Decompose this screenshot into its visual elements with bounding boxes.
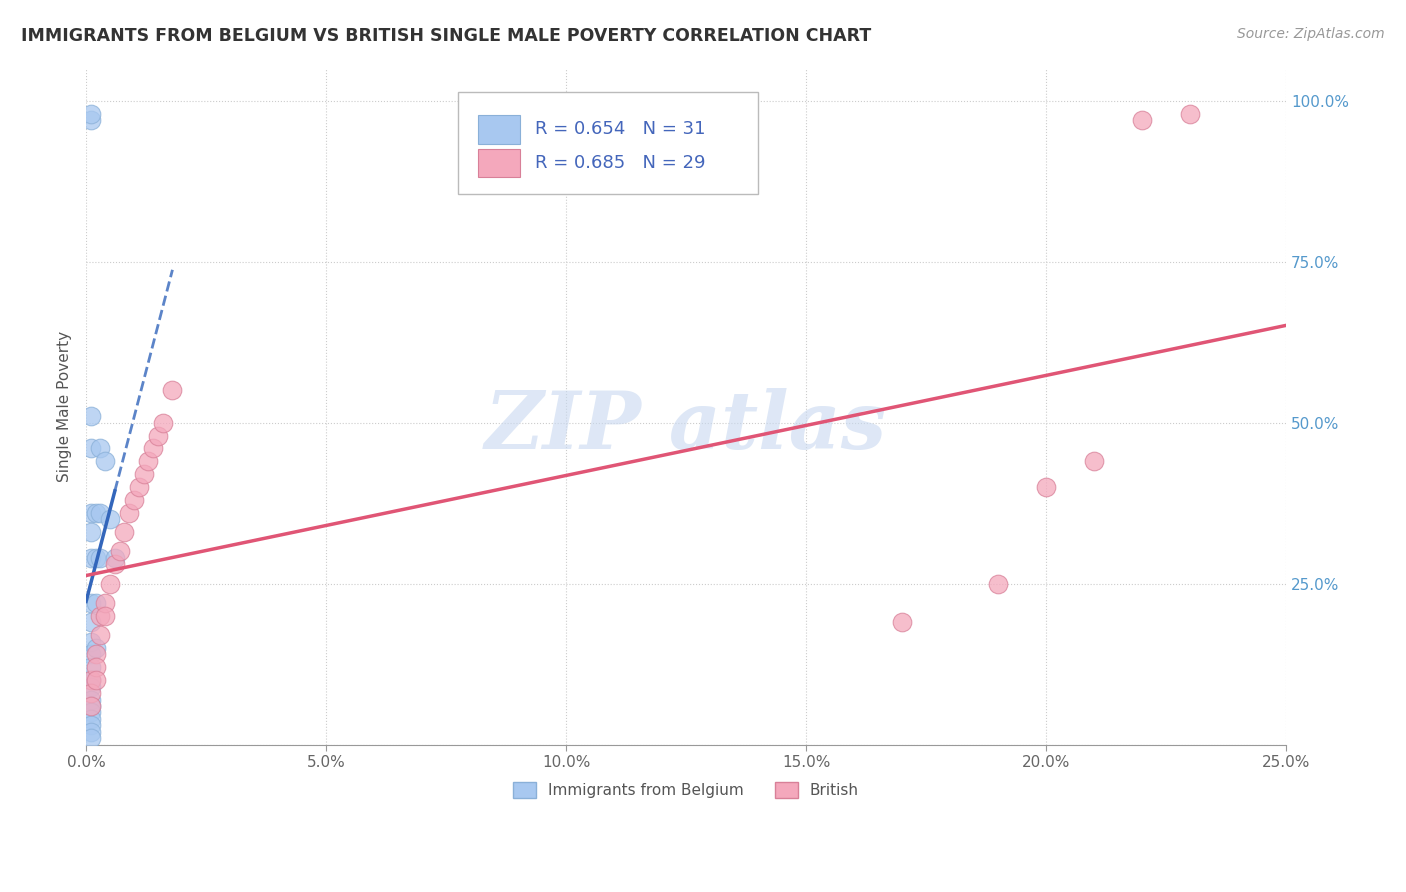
Point [80, 673, 103, 688]
FancyBboxPatch shape [478, 149, 520, 178]
Point [84, 648, 107, 662]
Point [80, 596, 103, 610]
Point [80, 731, 103, 746]
Point [122, 492, 145, 507]
Point [1083, 454, 1105, 468]
Point [94, 608, 117, 623]
Point [80, 718, 103, 732]
Point [80, 113, 103, 128]
Point [89, 506, 111, 520]
Point [98, 512, 121, 526]
Point [142, 442, 165, 456]
Point [89, 608, 111, 623]
Point [987, 576, 1010, 591]
Point [80, 712, 103, 726]
Point [80, 660, 103, 674]
Point [138, 454, 160, 468]
Point [80, 550, 103, 565]
Point [146, 428, 169, 442]
FancyBboxPatch shape [458, 92, 758, 194]
Point [80, 615, 103, 630]
Point [80, 706, 103, 720]
Point [80, 442, 103, 456]
Text: R = 0.654   N = 31: R = 0.654 N = 31 [534, 120, 706, 138]
Point [94, 454, 117, 468]
Point [1130, 113, 1153, 128]
Point [104, 550, 127, 565]
Point [80, 698, 103, 713]
Text: ZIP atlas: ZIP atlas [485, 388, 887, 466]
Point [80, 106, 103, 120]
Point [89, 442, 111, 456]
Point [108, 544, 131, 558]
Point [80, 409, 103, 424]
Point [84, 550, 107, 565]
Point [84, 506, 107, 520]
Point [1178, 106, 1201, 120]
Point [98, 576, 121, 591]
Point [104, 558, 127, 572]
Text: Source: ZipAtlas.com: Source: ZipAtlas.com [1237, 27, 1385, 41]
Point [89, 628, 111, 642]
Point [80, 686, 103, 700]
Text: IMMIGRANTS FROM BELGIUM VS BRITISH SINGLE MALE POVERTY CORRELATION CHART: IMMIGRANTS FROM BELGIUM VS BRITISH SINGL… [21, 27, 872, 45]
FancyBboxPatch shape [478, 115, 520, 144]
Point [84, 640, 107, 655]
Point [118, 506, 141, 520]
Point [80, 692, 103, 706]
Point [80, 634, 103, 648]
Point [114, 525, 136, 540]
Text: R = 0.685   N = 29: R = 0.685 N = 29 [534, 154, 706, 172]
Point [80, 673, 103, 688]
Point [128, 480, 150, 494]
Point [80, 680, 103, 694]
Point [162, 384, 184, 398]
Point [80, 724, 103, 739]
Point [94, 596, 117, 610]
Point [152, 416, 174, 430]
Point [891, 615, 914, 630]
Point [84, 673, 107, 688]
Point [89, 550, 111, 565]
Legend: Immigrants from Belgium, British: Immigrants from Belgium, British [508, 776, 865, 805]
Point [132, 467, 155, 482]
Point [84, 596, 107, 610]
Point [80, 506, 103, 520]
Point [80, 525, 103, 540]
Point [1035, 480, 1057, 494]
Point [84, 660, 107, 674]
Point [80, 698, 103, 713]
Point [80, 648, 103, 662]
Y-axis label: Single Male Poverty: Single Male Poverty [58, 331, 72, 482]
